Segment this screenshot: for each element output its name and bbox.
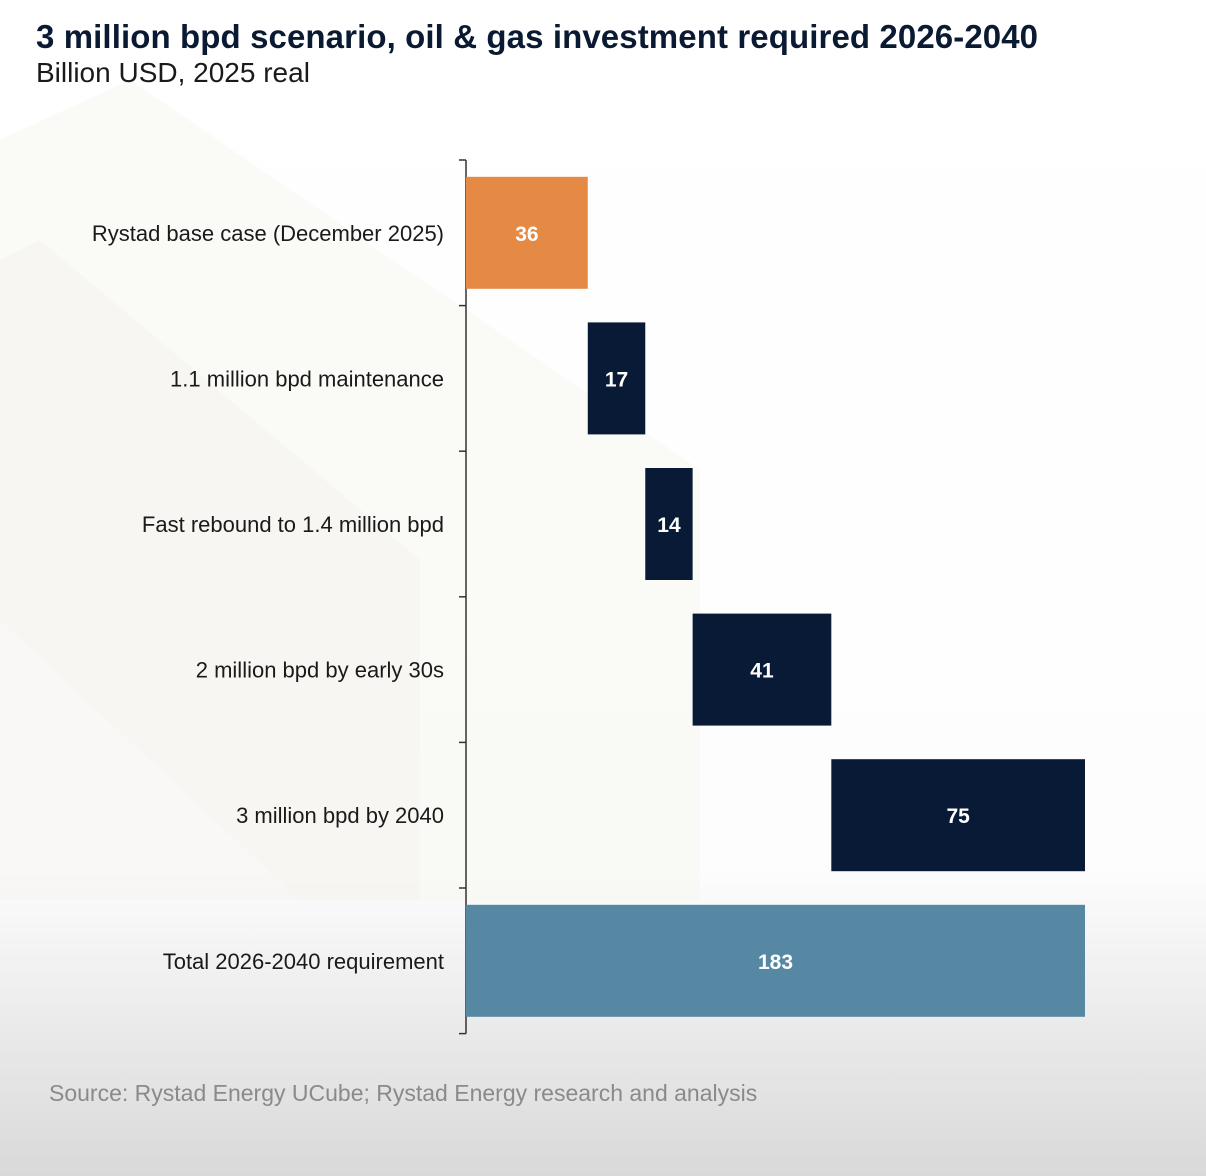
- category-label: Fast rebound to 1.4 million bpd: [142, 512, 444, 537]
- bar-increment: [645, 468, 693, 580]
- chart-subtitle: Billion USD, 2025 real: [36, 57, 310, 88]
- waterfall-chart: 36 Rystad base case (December 2025) 17 1.1 …: [92, 159, 1085, 1035]
- bar-value-label: 183: [758, 951, 793, 974]
- bar-value-label: 41: [750, 660, 774, 683]
- category-label: 1.1 million bpd maintenance: [170, 366, 444, 391]
- bar-value-label: 17: [605, 368, 628, 391]
- category-label: 2 million bpd by early 30s: [196, 658, 444, 683]
- bar-value-label: 36: [515, 223, 538, 246]
- category-label: 3 million bpd by 2040: [236, 803, 444, 828]
- bar-base: [466, 176, 588, 289]
- category-label: Rystad base case (December 2025): [92, 221, 444, 246]
- bar-total: [466, 904, 1085, 1017]
- chart-title: 3 million bpd scenario, oil & gas invest…: [36, 18, 1039, 55]
- category-label: Total 2026-2040 requirement: [163, 949, 444, 974]
- bar-increment: [587, 322, 646, 435]
- source-note: Source: Rystad Energy UCube; Rystad Ener…: [49, 1080, 758, 1106]
- bar-increment: [692, 613, 832, 726]
- bar-value-label: 14: [657, 514, 681, 537]
- bar-value-label: 75: [946, 805, 970, 828]
- bar-increment: [831, 759, 1085, 872]
